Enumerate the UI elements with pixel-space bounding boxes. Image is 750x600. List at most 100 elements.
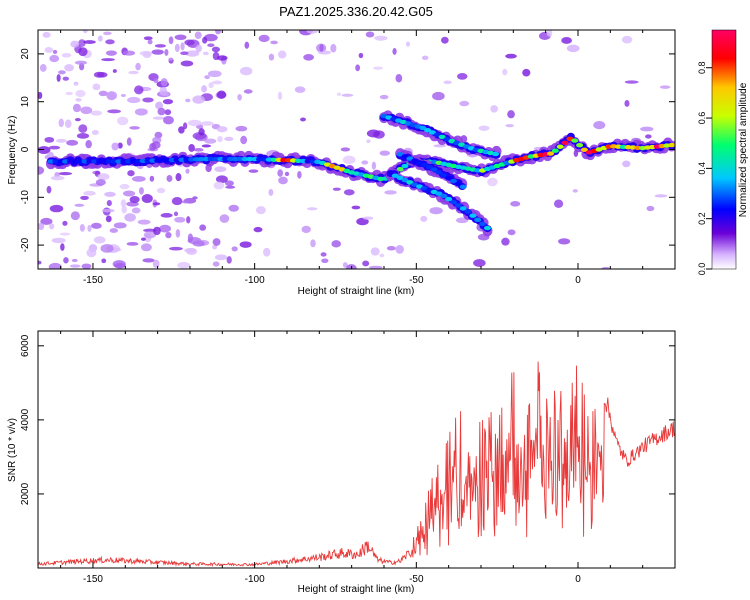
ridge-core [396, 152, 404, 157]
noise-blob [365, 31, 375, 38]
ridge-core [110, 159, 118, 164]
ridge-main-band [45, 132, 675, 187]
noise-blob [177, 261, 191, 269]
noise-blob [370, 247, 380, 256]
noise-blob [131, 207, 141, 214]
noise-blob [443, 80, 452, 85]
noise-blob [87, 224, 92, 232]
noise-blob [66, 139, 79, 146]
noise-blob [200, 121, 214, 126]
noise-blob [253, 226, 263, 233]
noise-blob [558, 238, 571, 245]
ridge-core [212, 156, 220, 162]
noise-blob [166, 174, 173, 182]
noise-blob [56, 138, 67, 143]
noise-blob [395, 73, 403, 83]
noise-blob [122, 50, 136, 56]
noise-blob [152, 116, 166, 120]
y-tick-label: 2000 [20, 482, 31, 505]
x-tick-label: -150 [83, 275, 103, 286]
ridge-core [433, 132, 441, 137]
ridge-core [61, 159, 69, 164]
noise-blob [98, 90, 108, 97]
noise-blob [228, 204, 239, 212]
noise-blob [151, 49, 164, 55]
noise-blob [64, 64, 74, 72]
noise-blob [208, 82, 214, 89]
ridge-core [571, 138, 579, 143]
x-tick-label: -100 [245, 574, 265, 585]
noise-blob [240, 135, 248, 145]
noise-blob [78, 124, 88, 133]
colorbar-tick-label: 0.2 [697, 212, 707, 225]
noise-blob [199, 224, 207, 231]
noise-blob [546, 30, 553, 37]
noise-blob [277, 91, 283, 100]
noise-blob [117, 142, 123, 149]
noise-blob [224, 136, 234, 142]
snr-content [38, 361, 675, 567]
ridge-mid-branch [395, 148, 468, 190]
ridge-core [222, 156, 230, 162]
noise-blob [624, 80, 639, 84]
noise-blob [69, 264, 81, 268]
noise-blob [120, 93, 126, 97]
noise-blob [83, 190, 96, 196]
noise-blob [303, 53, 315, 61]
noise-blob [104, 191, 116, 197]
noise-blob [180, 60, 194, 67]
noise-blob [134, 85, 144, 95]
ridge-core [419, 125, 427, 131]
colorbar-gradient [711, 29, 737, 270]
noise-blob [38, 166, 45, 175]
noise-blob [420, 215, 428, 222]
noise-blob [226, 256, 232, 264]
noise-blob [366, 129, 380, 138]
noise-blob [621, 35, 633, 44]
noise-blob [121, 205, 127, 214]
noise-blob [44, 47, 54, 53]
noise-blob [507, 110, 515, 119]
ridge-core [406, 156, 414, 161]
noise-blob [331, 240, 341, 248]
noise-blob [111, 142, 119, 151]
noise-blob [212, 238, 221, 246]
ridge-core [425, 164, 433, 170]
noise-blob [392, 47, 397, 55]
noise-blob [163, 115, 174, 125]
noise-blob [105, 50, 117, 56]
noise-blob [239, 241, 252, 248]
noise-blob [49, 54, 60, 63]
ridge-core [454, 203, 462, 208]
noise-blob [38, 146, 51, 154]
ridge-core [217, 156, 225, 162]
noise-blob [318, 50, 332, 55]
noise-blob [554, 199, 564, 208]
noise-blob [203, 33, 218, 42]
noise-blob [207, 70, 222, 78]
noise-blob [213, 181, 225, 190]
noise-blob [284, 171, 290, 177]
noise-blob [49, 204, 64, 213]
ridge-core [411, 158, 419, 163]
noise-blob [320, 252, 327, 257]
noise-blob [225, 180, 234, 187]
noise-blob [175, 173, 182, 182]
noise-blob [645, 134, 652, 139]
noise-blob [379, 253, 385, 258]
noise-blob [138, 187, 144, 195]
noise-blob [330, 43, 337, 53]
colorbar-tick-label: 0.6 [697, 112, 707, 125]
ridge-core [47, 159, 55, 164]
ridge-core [401, 177, 409, 183]
noise-blob [44, 136, 55, 143]
noise-blob [39, 64, 47, 72]
noise-blob [75, 98, 82, 102]
noise-blob [143, 231, 157, 239]
noise-blob [64, 119, 72, 128]
noise-blob [214, 166, 227, 173]
noise-blob [100, 243, 114, 253]
x-tick-label: 0 [575, 275, 581, 286]
ridge-core [479, 221, 487, 227]
noise-blob [141, 194, 153, 204]
